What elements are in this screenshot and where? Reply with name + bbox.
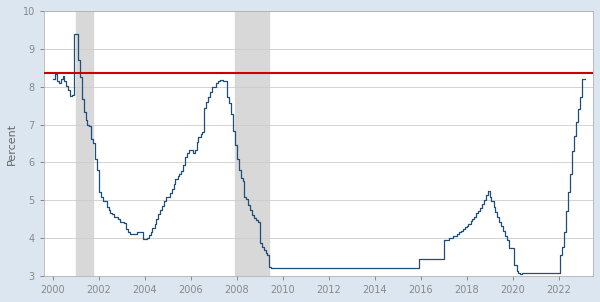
Bar: [235, 11, 269, 276]
Bar: [76, 11, 93, 276]
Y-axis label: Percent: Percent: [7, 122, 17, 165]
